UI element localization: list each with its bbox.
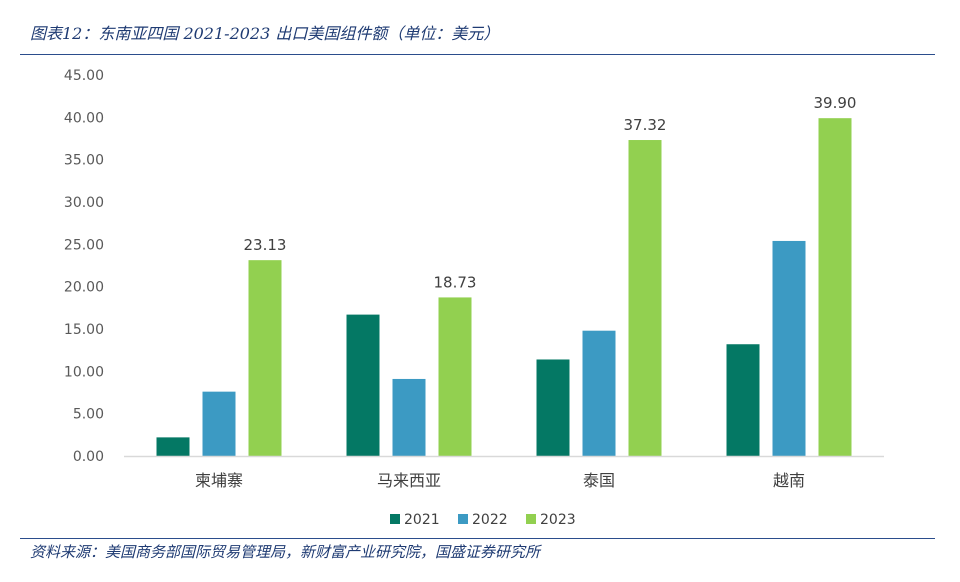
y-tick-label: 40.00 — [64, 110, 104, 126]
legend-swatch-2022 — [458, 514, 468, 524]
bar-2022-1 — [202, 391, 236, 456]
legend-label-2023: 2023 — [540, 512, 576, 528]
data-labels: 23.13 18.73 37.32 39.90 — [244, 94, 857, 291]
y-tick-label: 35.00 — [64, 153, 104, 169]
y-tick-label: 15.00 — [64, 322, 104, 338]
y-tick-label: 20.00 — [64, 280, 104, 296]
x-axis: 柬埔寨 马来西亚 泰国 越南 — [195, 471, 805, 490]
legend-swatch-2023 — [526, 514, 536, 524]
bar-2023-3 — [628, 140, 662, 457]
y-tick-label: 30.00 — [64, 195, 104, 211]
y-axis: 0.00 5.00 10.00 15.00 20.00 25.00 30.00 35.00 40… — [64, 68, 104, 465]
bar-2022-3 — [582, 330, 616, 456]
x-tick-label: 柬埔寨 — [195, 471, 243, 490]
bar-2021-3 — [536, 359, 570, 456]
y-tick-label: 45.00 — [64, 68, 104, 84]
legend-label-2022: 2022 — [472, 512, 508, 528]
bar-2023-1 — [248, 260, 282, 456]
data-label-2023-2: 18.73 — [434, 273, 477, 291]
bar-2021-4 — [726, 344, 760, 456]
bars — [156, 118, 852, 457]
bar-2023-2 — [438, 297, 472, 456]
legend: 2021 2022 2023 — [390, 512, 576, 528]
x-tick-label: 马来西亚 — [377, 471, 441, 490]
bar-2023-4 — [818, 118, 852, 457]
y-tick-label: 10.00 — [64, 364, 104, 380]
y-tick-label: 25.00 — [64, 237, 104, 253]
data-label-2023-4: 39.90 — [814, 94, 857, 112]
y-tick-label: 5.00 — [73, 407, 104, 423]
data-label-2023-1: 23.13 — [244, 236, 287, 254]
x-tick-label: 越南 — [773, 471, 805, 490]
y-tick-label: 0.00 — [73, 449, 104, 465]
bar-2021-2 — [346, 314, 380, 456]
x-tick-label: 泰国 — [583, 471, 615, 490]
legend-label-2021: 2021 — [404, 512, 440, 528]
title-rule — [20, 54, 935, 55]
source-rule — [20, 538, 935, 539]
data-label-2023-3: 37.32 — [624, 116, 667, 134]
source-note: 资料来源：美国商务部国际贸易管理局，新财富产业研究院，国盛证券研究所 — [30, 543, 541, 561]
legend-swatch-2021 — [390, 514, 400, 524]
figure-title: 图表12：东南亚四国 2021-2023 出口美国组件额（单位：美元） — [30, 24, 500, 43]
bar-2022-4 — [772, 240, 806, 456]
bar-2022-2 — [392, 378, 426, 456]
bar-2021-1 — [156, 437, 190, 456]
